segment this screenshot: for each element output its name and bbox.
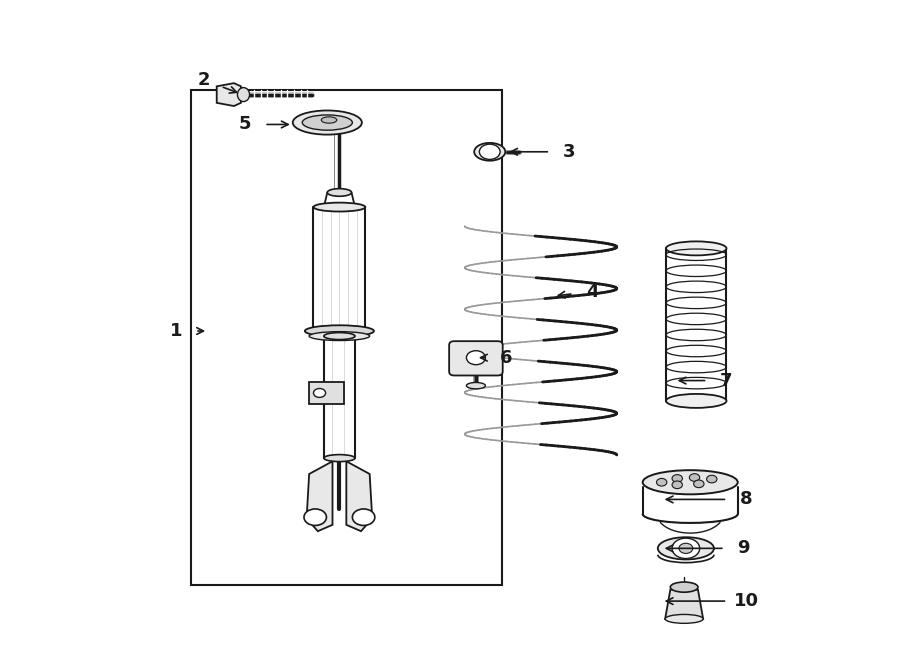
Text: 5: 5 xyxy=(239,115,251,134)
Ellipse shape xyxy=(324,332,355,340)
Polygon shape xyxy=(217,83,241,106)
Circle shape xyxy=(694,480,704,488)
Ellipse shape xyxy=(474,143,505,161)
Text: 8: 8 xyxy=(740,491,752,508)
Bar xyxy=(191,89,502,585)
FancyBboxPatch shape xyxy=(449,341,503,375)
Ellipse shape xyxy=(665,614,703,624)
Ellipse shape xyxy=(324,455,355,461)
Text: 2: 2 xyxy=(197,71,210,89)
Ellipse shape xyxy=(328,189,352,196)
Text: 6: 6 xyxy=(500,349,512,367)
Ellipse shape xyxy=(670,582,698,592)
Circle shape xyxy=(672,481,682,489)
Polygon shape xyxy=(310,382,344,404)
Polygon shape xyxy=(665,590,703,619)
Circle shape xyxy=(466,351,485,365)
Ellipse shape xyxy=(643,470,738,495)
Circle shape xyxy=(672,538,699,559)
Ellipse shape xyxy=(313,326,365,336)
Polygon shape xyxy=(307,461,332,531)
Text: 3: 3 xyxy=(563,143,575,161)
Ellipse shape xyxy=(305,325,374,337)
Circle shape xyxy=(689,474,699,481)
Circle shape xyxy=(656,479,667,486)
Circle shape xyxy=(706,475,717,483)
Ellipse shape xyxy=(310,332,370,340)
Ellipse shape xyxy=(658,538,714,559)
Circle shape xyxy=(672,475,682,482)
Text: 1: 1 xyxy=(170,322,183,340)
Ellipse shape xyxy=(466,383,485,389)
Text: 4: 4 xyxy=(586,283,598,301)
Ellipse shape xyxy=(666,242,726,256)
Text: 9: 9 xyxy=(737,540,750,557)
Circle shape xyxy=(480,144,500,160)
Ellipse shape xyxy=(666,394,726,408)
Circle shape xyxy=(353,509,374,526)
Circle shape xyxy=(313,389,326,397)
Text: 7: 7 xyxy=(720,371,733,389)
Text: 10: 10 xyxy=(734,592,759,610)
Ellipse shape xyxy=(302,115,353,130)
Circle shape xyxy=(679,544,693,553)
Polygon shape xyxy=(346,461,373,531)
Ellipse shape xyxy=(313,203,365,212)
Circle shape xyxy=(304,509,327,526)
Ellipse shape xyxy=(238,87,249,101)
Ellipse shape xyxy=(321,117,337,123)
Ellipse shape xyxy=(292,111,362,134)
